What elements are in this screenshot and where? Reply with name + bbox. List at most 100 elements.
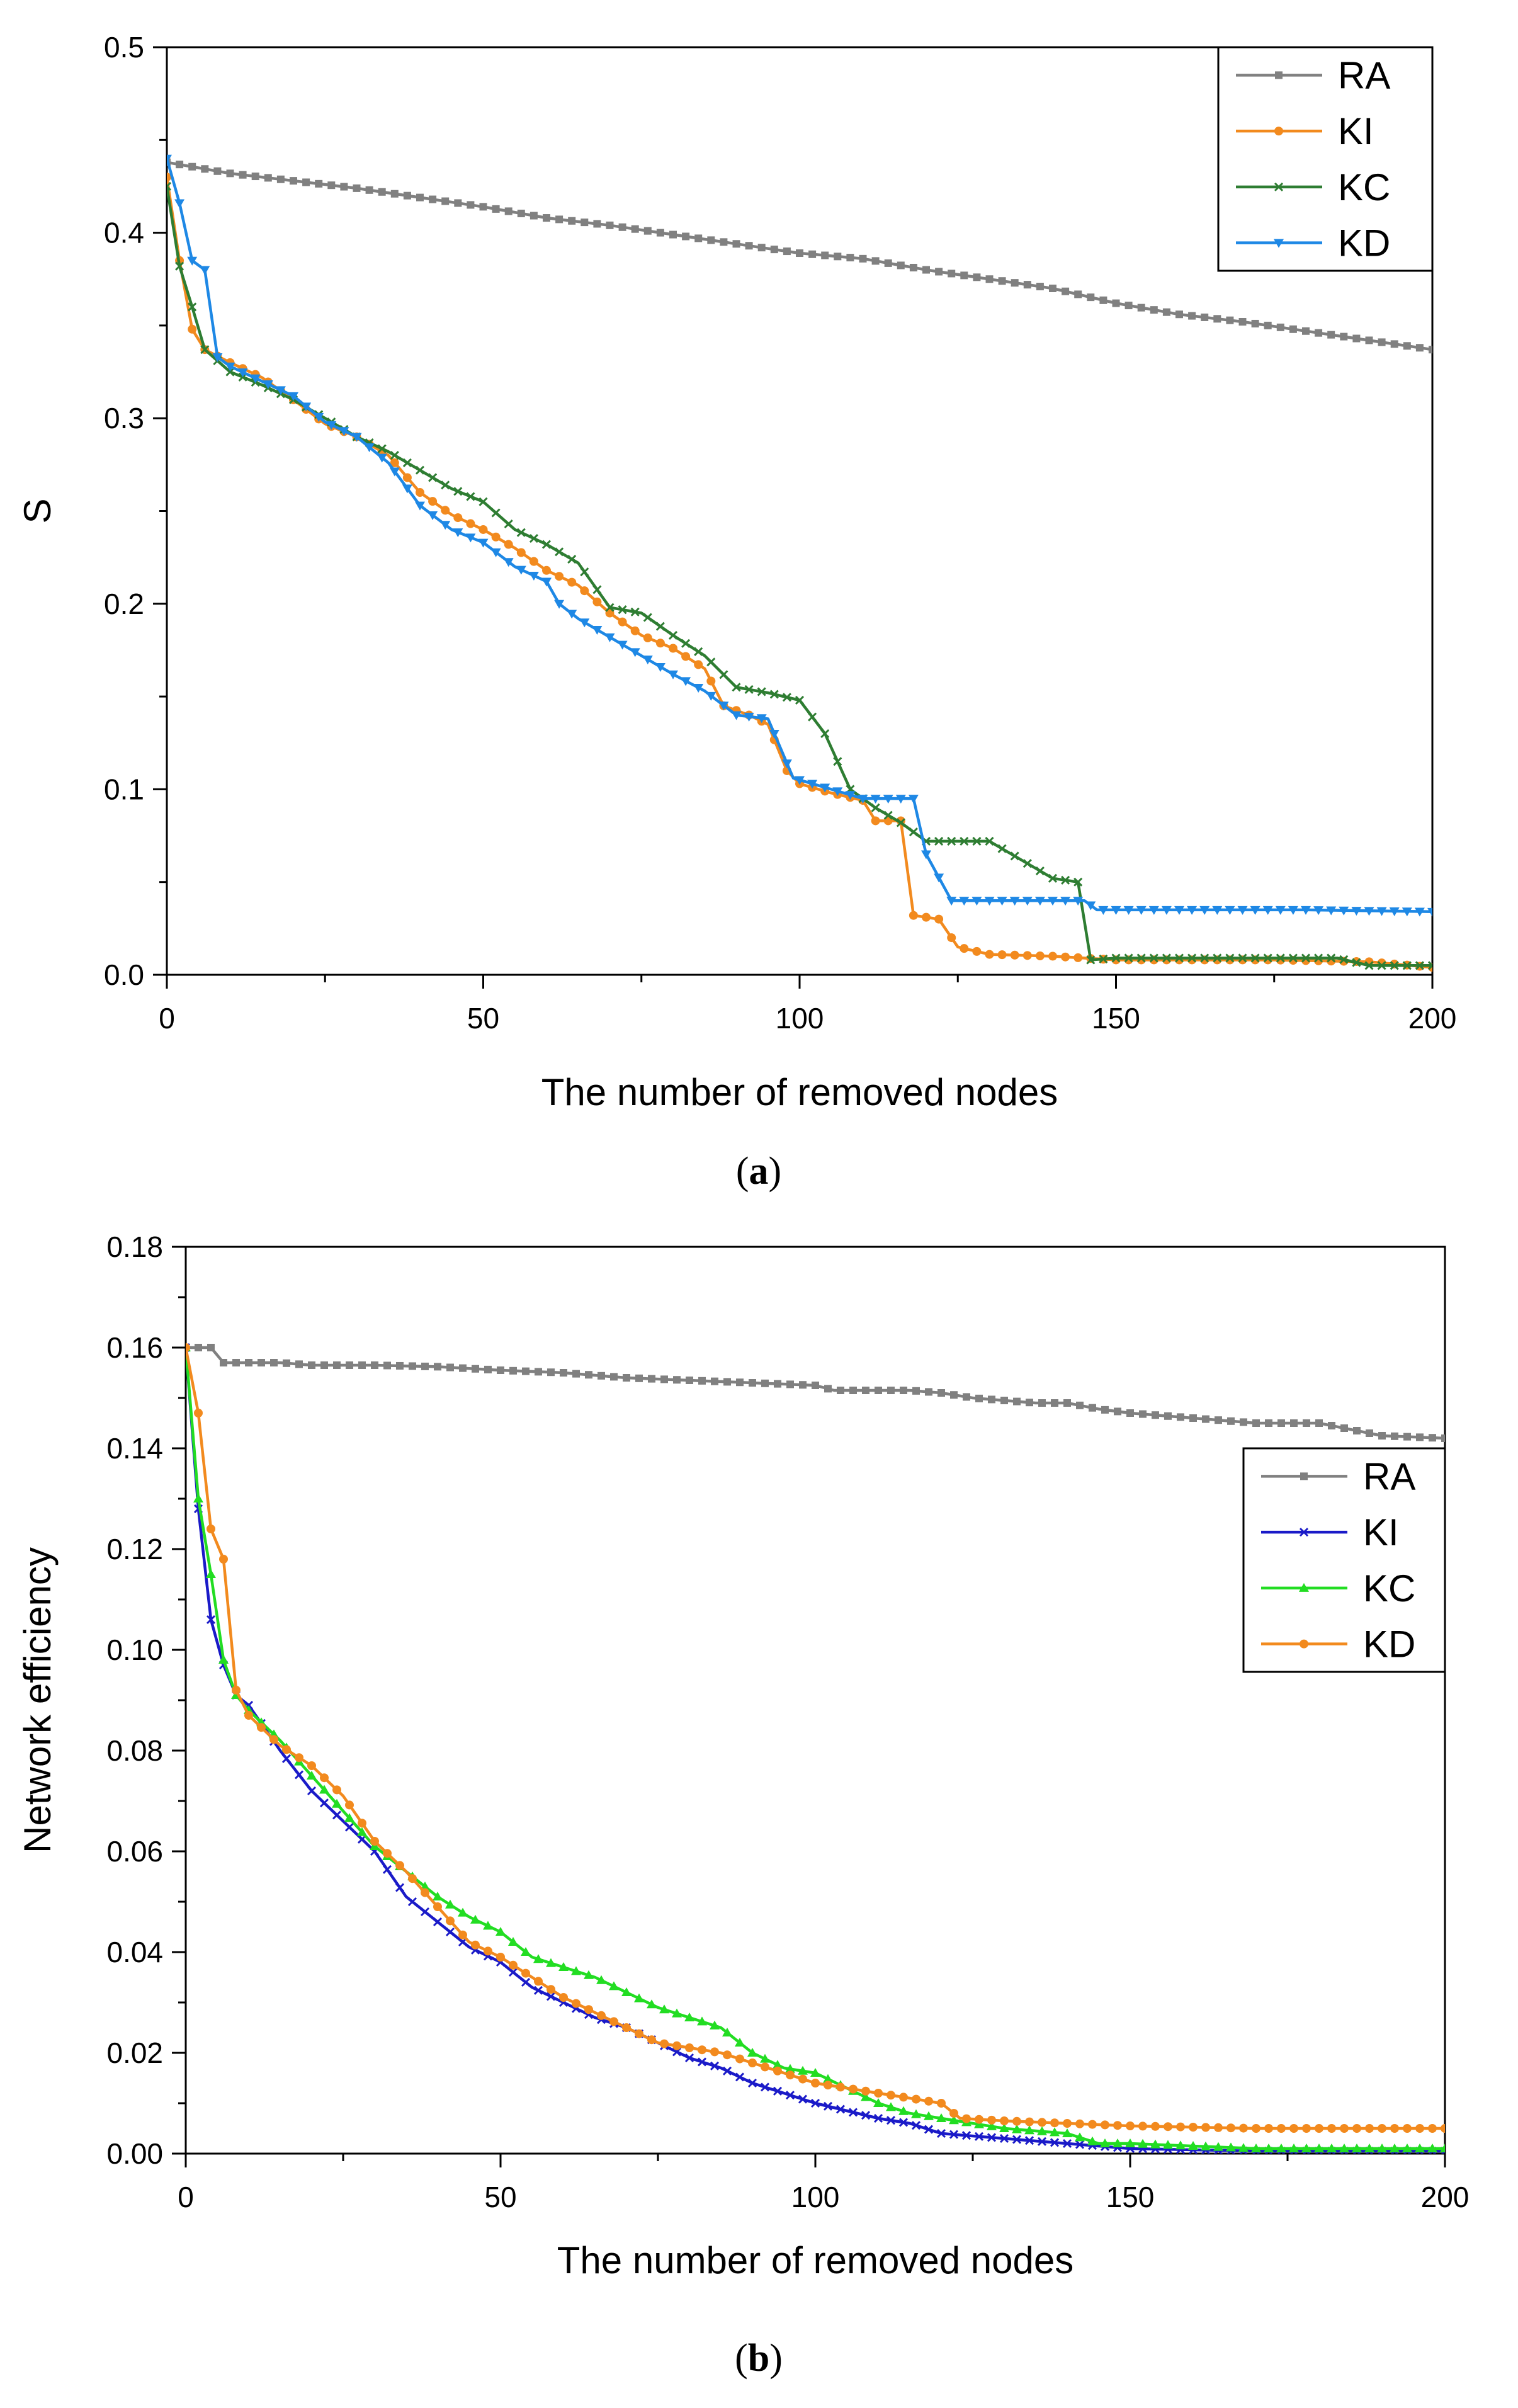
series-kd-point [773,2066,782,2076]
y-tick-label: 0.1 [104,773,144,805]
series-kc-point [1238,953,1247,963]
series-kc-point [810,2068,820,2077]
series-kc-point [390,451,399,460]
series-kd-point [1351,907,1362,916]
series-ra-point [308,1361,315,1369]
series-kd-point [597,2011,606,2020]
series-kd-point [1441,2124,1445,2133]
series-ra-point [635,1374,643,1382]
series-ra-point [434,1363,441,1371]
figure-caption: (a) [736,1150,781,1193]
series-ki-point [697,2057,707,2067]
series-ki-point [643,633,652,643]
series-kc-point [911,2109,921,2118]
series-kd-point [744,712,754,722]
series-kc-point [1427,961,1432,970]
series-kd-point [1075,2119,1084,2128]
series-ra-point [1352,334,1361,343]
series-kd-point [320,1773,329,1783]
series-ra-point [585,1371,592,1379]
series-kd-point [786,2070,795,2080]
series-ki-point [974,2132,984,2141]
series-ki-point [1012,2135,1022,2144]
series-kd-point [604,633,615,642]
series-kd-point [997,897,1007,906]
series-kd-point [345,1800,354,1810]
series-kd-point [1048,897,1058,906]
series-kd-point [339,427,349,436]
series-kc-point [1100,2138,1110,2147]
series-ra-point [276,175,285,183]
series-ra-point [1062,287,1070,295]
series-kd-point [617,640,628,650]
series-ra-point [264,174,272,182]
series-ki-point [546,1992,556,2001]
series-kd-point [1327,2124,1336,2133]
series-kd-point [975,2115,983,2124]
series-kc-point [719,670,728,679]
series-kc-point [934,836,944,846]
series-ki-point [542,565,551,575]
y-axis-title: Network efficiency [16,1547,59,1853]
legend-item-kd: KD [1236,222,1390,264]
x-tick-label: 50 [484,2181,516,2213]
series-ki-point [188,324,197,334]
series-ra-point [530,212,538,220]
series-kd-point [1390,2124,1399,2133]
series-kc-point [757,687,766,696]
series-ra-point [484,1365,492,1373]
series-kc-point [377,444,387,453]
series-kd-point [1427,907,1432,917]
legend-item-kc-marker [1274,182,1284,191]
series-ra-point [378,188,386,196]
series-ki-point [1035,951,1045,960]
series-kc-point [744,684,754,694]
series-kc-point [1075,2132,1085,2142]
series-ki-point [823,2101,833,2111]
series-kc-point [1415,961,1424,970]
series-ki-point [491,532,501,542]
series-kc-point [760,2053,770,2063]
series-ra-point [900,1387,907,1394]
series-kd-point [1111,906,1121,915]
y-tick-label: 0.04 [106,1936,163,1968]
series-kd-point [326,421,337,430]
series-kd-point [567,610,577,619]
plot-area [186,1343,1445,2154]
series-kc-point [1288,953,1298,963]
series-kd-point [453,528,463,538]
series-kd-point [984,897,995,906]
series-kd-point [795,776,805,785]
series-kc-point [1301,2144,1311,2152]
series-ki-point [722,2066,732,2076]
series-kd-point [1199,906,1210,915]
series-ra-point [799,1381,807,1389]
series-kd-point [630,648,640,657]
caption-open-paren: ( [736,1150,749,1193]
series-ra-point [543,214,550,222]
series-ra-point [1429,1434,1436,1442]
series-ra-point [390,190,399,198]
x-tick-label: 200 [1421,2181,1470,2213]
series-kc-point [479,497,488,506]
series-kd-point [516,565,526,575]
series-kc-point [1037,2126,1047,2135]
series-ra-point [207,1344,215,1351]
series-kc-point [402,458,412,467]
series-ra-point [258,1359,265,1366]
legend-item-ra-label: RA [1338,54,1390,96]
series-kd-point [232,1686,241,1695]
series-ra-point [315,179,323,188]
series-ki-point [521,1977,531,1987]
series-ra-point [897,261,905,270]
series-kd-point [1275,906,1286,915]
series-ra-point [606,221,614,229]
series-ra-point [517,209,525,217]
series-kc-point [319,1785,329,1794]
series-kd-point [899,2093,908,2102]
series-kd-point [547,1985,555,1994]
series-kc-point [630,607,640,616]
series-kc-point [820,729,830,739]
series-kd-point [811,2079,820,2087]
